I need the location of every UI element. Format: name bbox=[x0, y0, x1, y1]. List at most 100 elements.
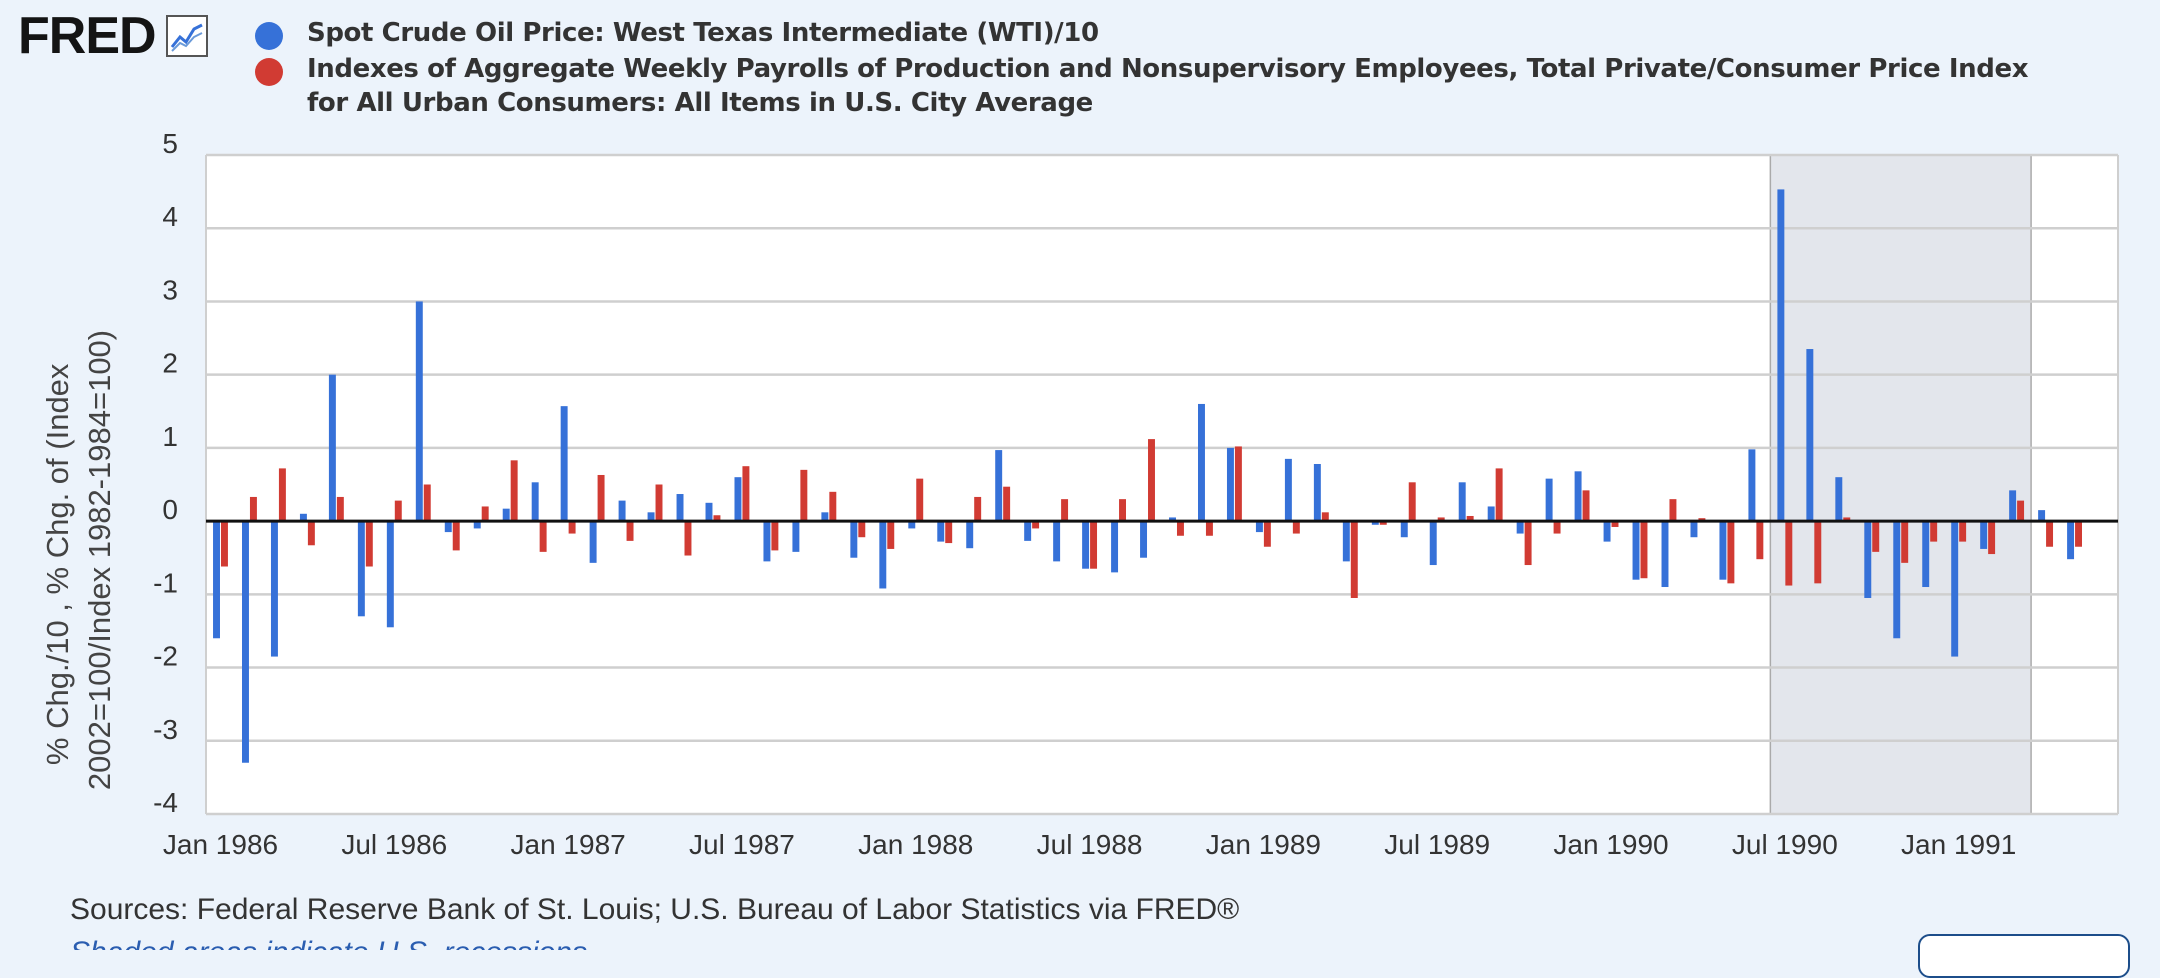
bar-payrolls[interactable] bbox=[1785, 521, 1793, 586]
bar-payrolls[interactable] bbox=[945, 521, 953, 544]
bar-wti[interactable] bbox=[1458, 482, 1466, 522]
bar-payrolls[interactable] bbox=[2046, 521, 2054, 547]
bar-wti[interactable] bbox=[1690, 521, 1698, 538]
bar-payrolls[interactable] bbox=[1003, 486, 1011, 522]
bar-wti[interactable] bbox=[1632, 521, 1640, 580]
bar-payrolls[interactable] bbox=[1524, 521, 1532, 566]
bar-wti[interactable] bbox=[1748, 449, 1756, 522]
bar-payrolls[interactable] bbox=[1640, 521, 1648, 579]
bar-payrolls[interactable] bbox=[771, 521, 779, 551]
bar-payrolls[interactable] bbox=[423, 484, 431, 522]
bar-payrolls[interactable] bbox=[974, 496, 982, 522]
bar-wti[interactable] bbox=[1835, 477, 1843, 522]
footer-button[interactable] bbox=[1918, 934, 2130, 978]
bar-payrolls[interactable] bbox=[1176, 521, 1184, 536]
bar-payrolls[interactable] bbox=[510, 460, 518, 522]
bar-wti[interactable] bbox=[1371, 521, 1379, 525]
bar-payrolls[interactable] bbox=[684, 521, 692, 556]
bar-wti[interactable] bbox=[879, 521, 887, 589]
bar-wti[interactable] bbox=[1140, 521, 1148, 558]
bar-wti[interactable] bbox=[1198, 403, 1205, 522]
bar-wti[interactable] bbox=[647, 512, 655, 522]
bar-payrolls[interactable] bbox=[365, 521, 373, 567]
bar-wti[interactable] bbox=[502, 508, 510, 522]
bar-payrolls[interactable] bbox=[1032, 521, 1040, 529]
bar-payrolls[interactable] bbox=[1495, 468, 1503, 522]
bar-payrolls[interactable] bbox=[1119, 499, 1126, 522]
bar-wti[interactable] bbox=[1313, 463, 1321, 522]
bar-wti[interactable] bbox=[213, 521, 220, 639]
bar-wti[interactable] bbox=[1661, 521, 1669, 588]
bar-wti[interactable] bbox=[2067, 521, 2075, 560]
bar-wti[interactable] bbox=[1980, 521, 1988, 549]
fred-logo[interactable]: FRED bbox=[18, 7, 157, 65]
bar-payrolls[interactable] bbox=[742, 466, 750, 522]
bar-wti[interactable] bbox=[328, 374, 336, 522]
bar-payrolls[interactable] bbox=[655, 484, 663, 522]
bar-payrolls[interactable] bbox=[1843, 517, 1851, 522]
bar-payrolls[interactable] bbox=[1234, 446, 1242, 522]
bar-payrolls[interactable] bbox=[1988, 521, 1996, 555]
bar-payrolls[interactable] bbox=[1872, 521, 1880, 552]
bar-wti[interactable] bbox=[705, 502, 713, 522]
legend-item-payrolls[interactable]: Indexes of Aggregate Weekly Payrolls of … bbox=[255, 52, 2055, 120]
bar-wti[interactable] bbox=[415, 301, 423, 522]
bar-payrolls[interactable] bbox=[916, 478, 924, 522]
bar-wti[interactable] bbox=[1053, 521, 1061, 562]
bar-wti[interactable] bbox=[1255, 521, 1263, 533]
bar-wti[interactable] bbox=[270, 521, 278, 657]
bar-wti[interactable] bbox=[1806, 349, 1814, 522]
bar-payrolls[interactable] bbox=[1756, 521, 1764, 560]
bar-wti[interactable] bbox=[242, 521, 249, 763]
bar-payrolls[interactable] bbox=[1090, 521, 1098, 569]
bar-payrolls[interactable] bbox=[1408, 482, 1416, 522]
bar-wti[interactable] bbox=[1226, 447, 1234, 522]
bar-wti[interactable] bbox=[937, 521, 945, 542]
bar-payrolls[interactable] bbox=[1205, 521, 1213, 536]
bar-wti[interactable] bbox=[1516, 521, 1524, 534]
bar-wti[interactable] bbox=[2038, 510, 2046, 522]
bar-payrolls[interactable] bbox=[1930, 521, 1938, 542]
bar-wti[interactable] bbox=[1777, 189, 1785, 522]
bar-payrolls[interactable] bbox=[829, 491, 837, 522]
bars-group[interactable] bbox=[213, 189, 2082, 763]
bar-payrolls[interactable] bbox=[1437, 517, 1445, 522]
bar-wti[interactable] bbox=[386, 521, 394, 628]
bar-payrolls[interactable] bbox=[1263, 521, 1271, 547]
legend-item-wti[interactable]: Spot Crude Oil Price: West Texas Interme… bbox=[255, 16, 2055, 50]
bar-wti[interactable] bbox=[1893, 521, 1901, 639]
bar-payrolls[interactable] bbox=[1727, 521, 1735, 584]
bar-payrolls[interactable] bbox=[626, 521, 634, 541]
bar-payrolls[interactable] bbox=[1611, 521, 1619, 527]
bar-wti[interactable] bbox=[1284, 458, 1292, 522]
bar-payrolls[interactable] bbox=[220, 521, 228, 567]
bar-wti[interactable] bbox=[1400, 521, 1408, 538]
bar-wti[interactable] bbox=[1922, 521, 1930, 588]
bar-wti[interactable] bbox=[1487, 506, 1495, 522]
bar-payrolls[interactable] bbox=[1466, 515, 1474, 522]
bar-wti[interactable] bbox=[792, 521, 800, 552]
bar-wti[interactable] bbox=[995, 450, 1003, 522]
bar-wti[interactable] bbox=[1951, 521, 1959, 657]
fred-logo-group[interactable]: FRED bbox=[18, 8, 208, 64]
bar-payrolls[interactable] bbox=[1321, 512, 1329, 522]
bar-payrolls[interactable] bbox=[278, 468, 286, 522]
bar-wti[interactable] bbox=[589, 521, 597, 563]
bar-payrolls[interactable] bbox=[336, 496, 344, 522]
bar-payrolls[interactable] bbox=[1061, 499, 1069, 522]
bar-wti[interactable] bbox=[618, 500, 626, 522]
bar-payrolls[interactable] bbox=[858, 521, 866, 538]
bar-wti[interactable] bbox=[908, 521, 916, 529]
bar-wti[interactable] bbox=[560, 406, 568, 522]
bar-payrolls[interactable] bbox=[2017, 500, 2025, 522]
bar-payrolls[interactable] bbox=[887, 521, 895, 549]
bar-payrolls[interactable] bbox=[568, 521, 576, 534]
bar-payrolls[interactable] bbox=[249, 496, 257, 522]
bar-payrolls[interactable] bbox=[481, 506, 489, 522]
bar-payrolls[interactable] bbox=[597, 474, 605, 522]
bar-wti[interactable] bbox=[966, 521, 974, 549]
bar-payrolls[interactable] bbox=[1814, 521, 1822, 584]
bar-wti[interactable] bbox=[850, 521, 858, 558]
bar-wti[interactable] bbox=[1111, 521, 1119, 573]
bar-wti[interactable] bbox=[1864, 521, 1872, 598]
